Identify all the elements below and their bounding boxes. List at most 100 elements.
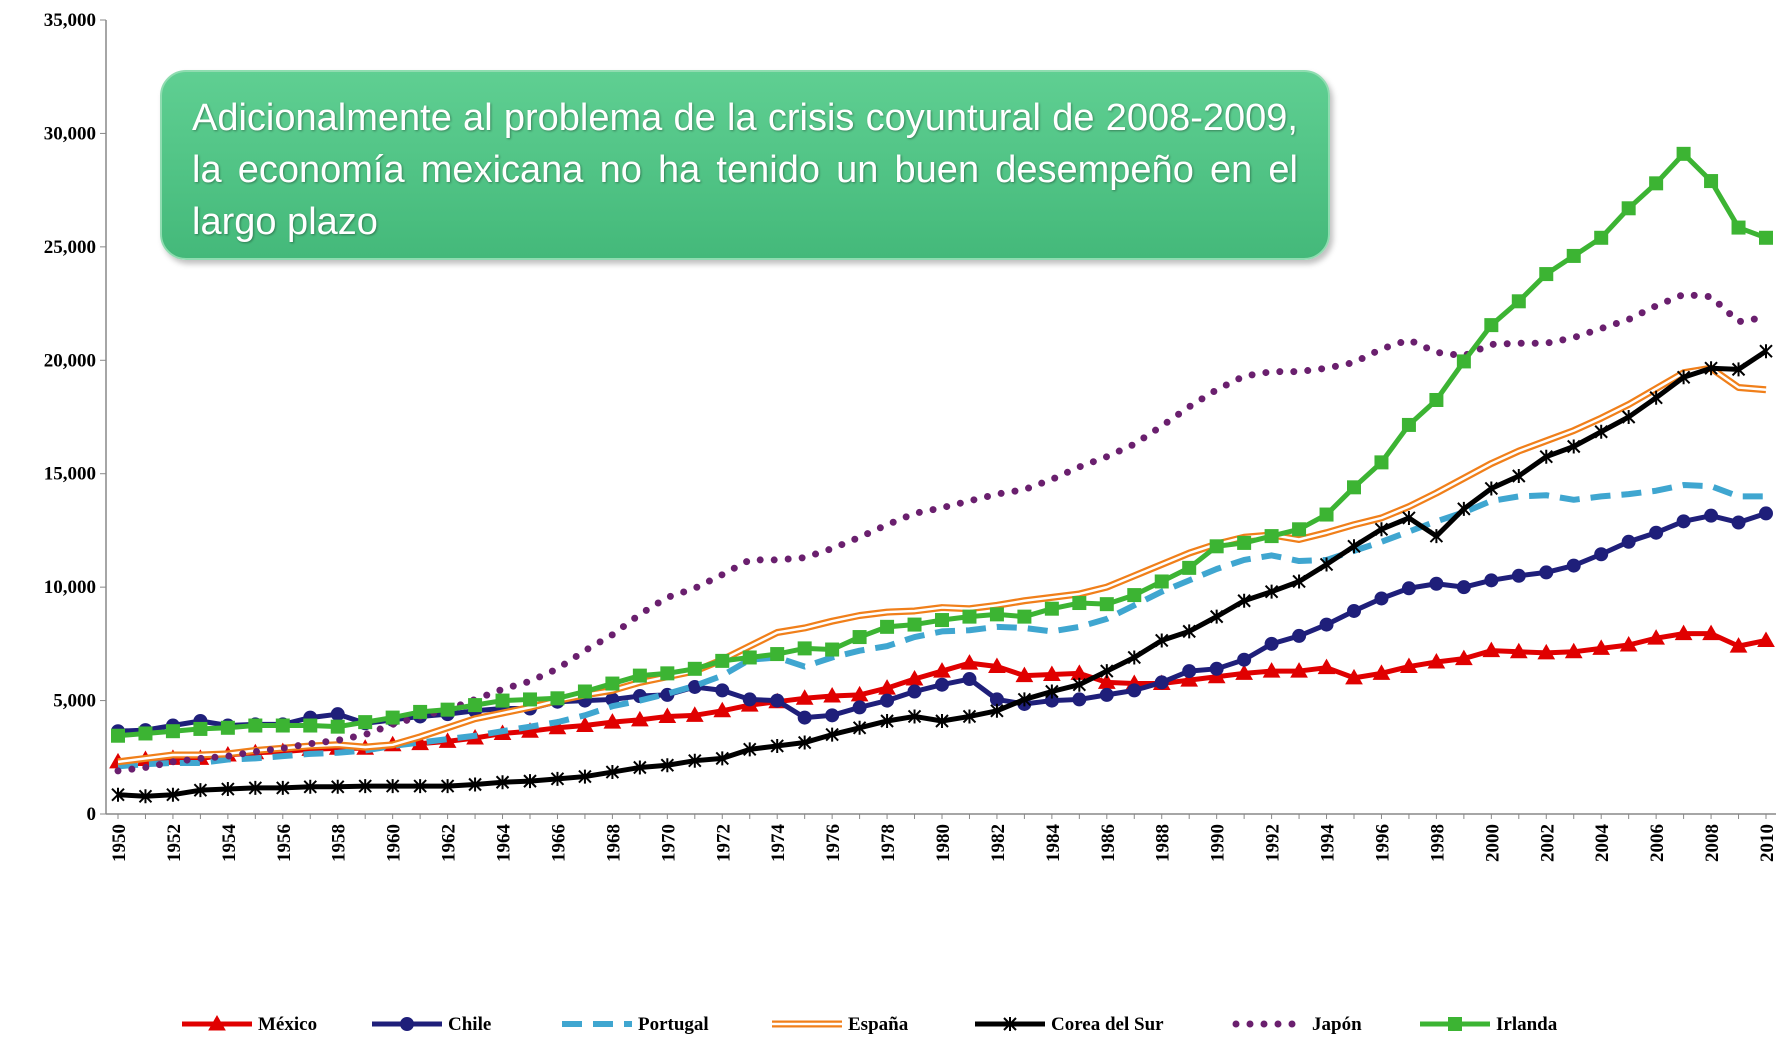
y-tick-label: 20,000 bbox=[44, 350, 96, 371]
point bbox=[660, 758, 675, 773]
point bbox=[385, 710, 400, 725]
point bbox=[413, 704, 428, 719]
point bbox=[1676, 514, 1691, 529]
point bbox=[193, 783, 208, 798]
point bbox=[852, 630, 867, 645]
point bbox=[1264, 584, 1279, 599]
y-tick-label: 30,000 bbox=[44, 123, 96, 144]
point bbox=[166, 787, 180, 802]
point bbox=[330, 707, 345, 722]
point bbox=[1015, 666, 1034, 683]
point bbox=[797, 641, 812, 656]
series-line bbox=[117, 364, 1767, 766]
point bbox=[1594, 547, 1609, 562]
legend-item: Japón bbox=[1232, 1014, 1362, 1035]
point bbox=[1401, 581, 1416, 596]
point bbox=[1566, 248, 1581, 263]
point bbox=[660, 666, 675, 681]
legend-item: España bbox=[772, 1014, 909, 1035]
legend-label: Corea del Sur bbox=[1051, 1014, 1164, 1035]
legend-label: Portugal bbox=[638, 1014, 709, 1035]
point bbox=[1456, 580, 1471, 595]
point bbox=[1180, 671, 1199, 687]
point bbox=[330, 719, 345, 734]
point bbox=[411, 734, 429, 751]
point bbox=[1757, 631, 1775, 647]
legend-marker bbox=[400, 1017, 414, 1031]
point bbox=[1319, 507, 1334, 522]
point bbox=[248, 780, 263, 795]
x-tick-label: 1982 bbox=[988, 824, 1009, 862]
legend-label: México bbox=[258, 1014, 317, 1035]
point bbox=[1072, 677, 1087, 692]
point bbox=[303, 779, 317, 794]
point bbox=[1154, 574, 1169, 589]
point bbox=[1621, 534, 1636, 549]
point bbox=[715, 653, 730, 668]
x-tick-label: 1984 bbox=[1043, 824, 1064, 863]
legend-label: Chile bbox=[448, 1014, 491, 1035]
point bbox=[358, 715, 373, 730]
point bbox=[220, 720, 235, 735]
point bbox=[1317, 658, 1336, 675]
point bbox=[1262, 662, 1281, 678]
y-tick-label: 15,000 bbox=[44, 464, 96, 485]
x-tick-label: 2002 bbox=[1537, 824, 1558, 862]
point bbox=[1292, 522, 1307, 537]
x-tick-label: 2006 bbox=[1647, 824, 1668, 862]
y-tick-label: 35,000 bbox=[44, 10, 96, 31]
point bbox=[1264, 636, 1279, 651]
x-tick-label: 1998 bbox=[1427, 824, 1448, 862]
x-tick-label: 1972 bbox=[713, 824, 734, 862]
x-tick-label: 1970 bbox=[658, 824, 679, 862]
point bbox=[907, 617, 922, 632]
point bbox=[825, 708, 840, 723]
point bbox=[1621, 201, 1636, 216]
point bbox=[1374, 591, 1389, 606]
point bbox=[1235, 664, 1253, 680]
point bbox=[1264, 529, 1279, 544]
series-line bbox=[114, 290, 1770, 775]
point bbox=[1237, 593, 1251, 608]
point bbox=[742, 650, 757, 665]
point bbox=[1099, 597, 1114, 612]
point bbox=[1676, 370, 1691, 385]
point bbox=[303, 718, 318, 733]
x-tick-label: 1994 bbox=[1318, 824, 1339, 863]
point bbox=[685, 706, 704, 722]
point bbox=[1347, 480, 1361, 495]
point bbox=[1127, 650, 1141, 665]
point bbox=[1127, 588, 1142, 603]
x-tick-label: 1992 bbox=[1263, 824, 1284, 862]
point bbox=[1511, 294, 1526, 309]
legend-label: Japón bbox=[1312, 1014, 1362, 1035]
x-tick-label: 1974 bbox=[768, 824, 789, 863]
point bbox=[1647, 629, 1665, 645]
point bbox=[631, 710, 649, 727]
point bbox=[276, 780, 290, 795]
point bbox=[935, 713, 949, 728]
legend-item: Portugal bbox=[562, 1014, 709, 1035]
point bbox=[1154, 675, 1169, 690]
point bbox=[605, 676, 620, 691]
point bbox=[1290, 662, 1308, 678]
x-tick-label: 1958 bbox=[329, 824, 350, 862]
point bbox=[1704, 361, 1718, 376]
point bbox=[715, 751, 729, 766]
x-tick-label: 1978 bbox=[878, 824, 899, 862]
point bbox=[880, 619, 895, 634]
point bbox=[1649, 390, 1663, 405]
point bbox=[1704, 174, 1719, 189]
point bbox=[1649, 525, 1664, 540]
x-tick-label: 1996 bbox=[1372, 824, 1393, 862]
point bbox=[1567, 439, 1581, 454]
point bbox=[770, 647, 785, 662]
legend-marker bbox=[208, 1014, 226, 1031]
point bbox=[880, 713, 894, 728]
point bbox=[1400, 657, 1418, 674]
x-tick-label: 2010 bbox=[1757, 824, 1778, 862]
point bbox=[193, 721, 208, 736]
point bbox=[1402, 510, 1416, 525]
